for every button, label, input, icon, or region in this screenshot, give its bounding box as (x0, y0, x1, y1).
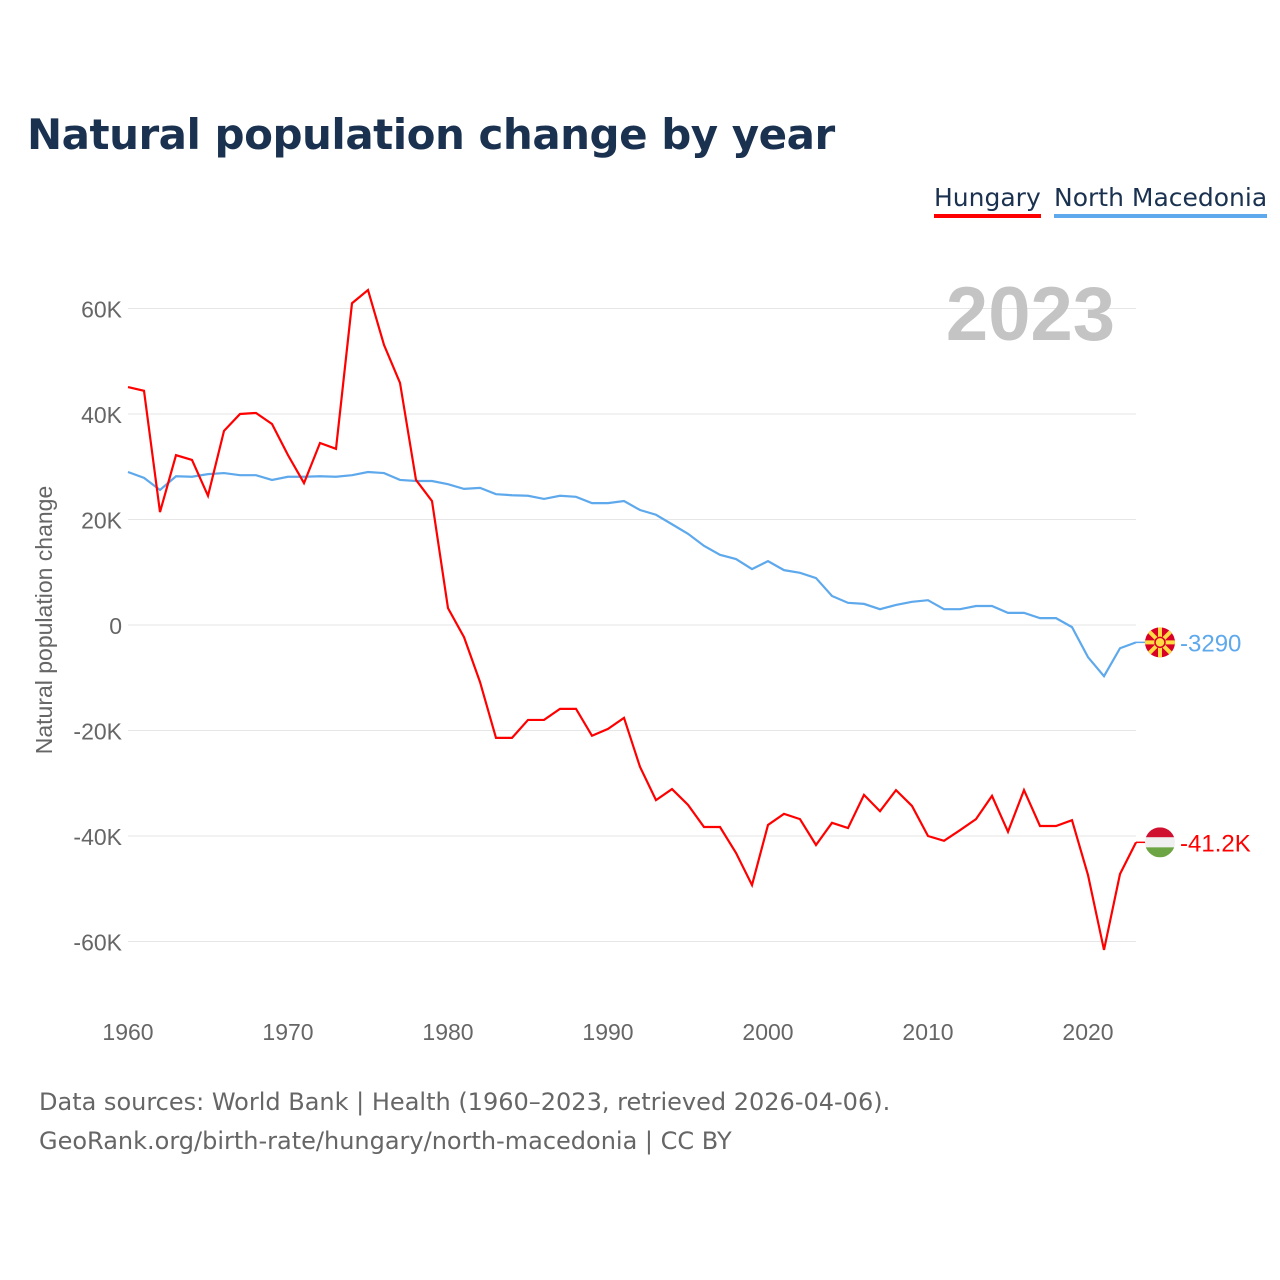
x-tick-label: 2020 (1062, 1019, 1113, 1045)
series-line-north-macedonia (127, 470, 1137, 679)
end-value-label: -3290 (1180, 630, 1241, 657)
x-tick-label: 2010 (902, 1019, 953, 1045)
x-tick-label: 2000 (742, 1019, 793, 1045)
source-line: Data sources: World Bank | Health (1960–… (39, 1088, 891, 1116)
line-chart: 60K 40K 20K 0 -20K -40K -60K 1960 1970 1980 1990 20… (31, 272, 1251, 1045)
y-tick-label: 60K (81, 297, 123, 323)
north-macedonia-flag-icon (1145, 627, 1175, 658)
legend-hungary[interactable]: Hungary (934, 183, 1041, 218)
end-value-label: -41.2K (1180, 830, 1251, 857)
chart-title: Natural population change by year (27, 110, 835, 159)
x-tick-label: 1970 (262, 1019, 313, 1045)
y-tick-label: 40K (81, 402, 123, 428)
legend-north-macedonia[interactable]: North Macedonia (1054, 183, 1268, 218)
x-tick-label: 1980 (422, 1019, 473, 1045)
x-tick-label: 1990 (582, 1019, 633, 1045)
y-axis-label: Natural population change (31, 486, 57, 755)
x-tick-label: 1960 (102, 1019, 153, 1045)
hungary-flag-icon (1145, 827, 1175, 858)
y-tick-label: -60K (73, 930, 122, 956)
source-link[interactable]: GeoRank.org/birth-rate/hungary/north-mac… (39, 1127, 732, 1155)
series-line-hungary (127, 288, 1137, 951)
y-tick-label: -20K (73, 719, 122, 745)
y-tick-label: -40K (73, 824, 122, 850)
year-watermark: 2023 (946, 272, 1115, 357)
y-tick-label: 0 (109, 613, 122, 639)
y-tick-label: 20K (81, 508, 123, 534)
